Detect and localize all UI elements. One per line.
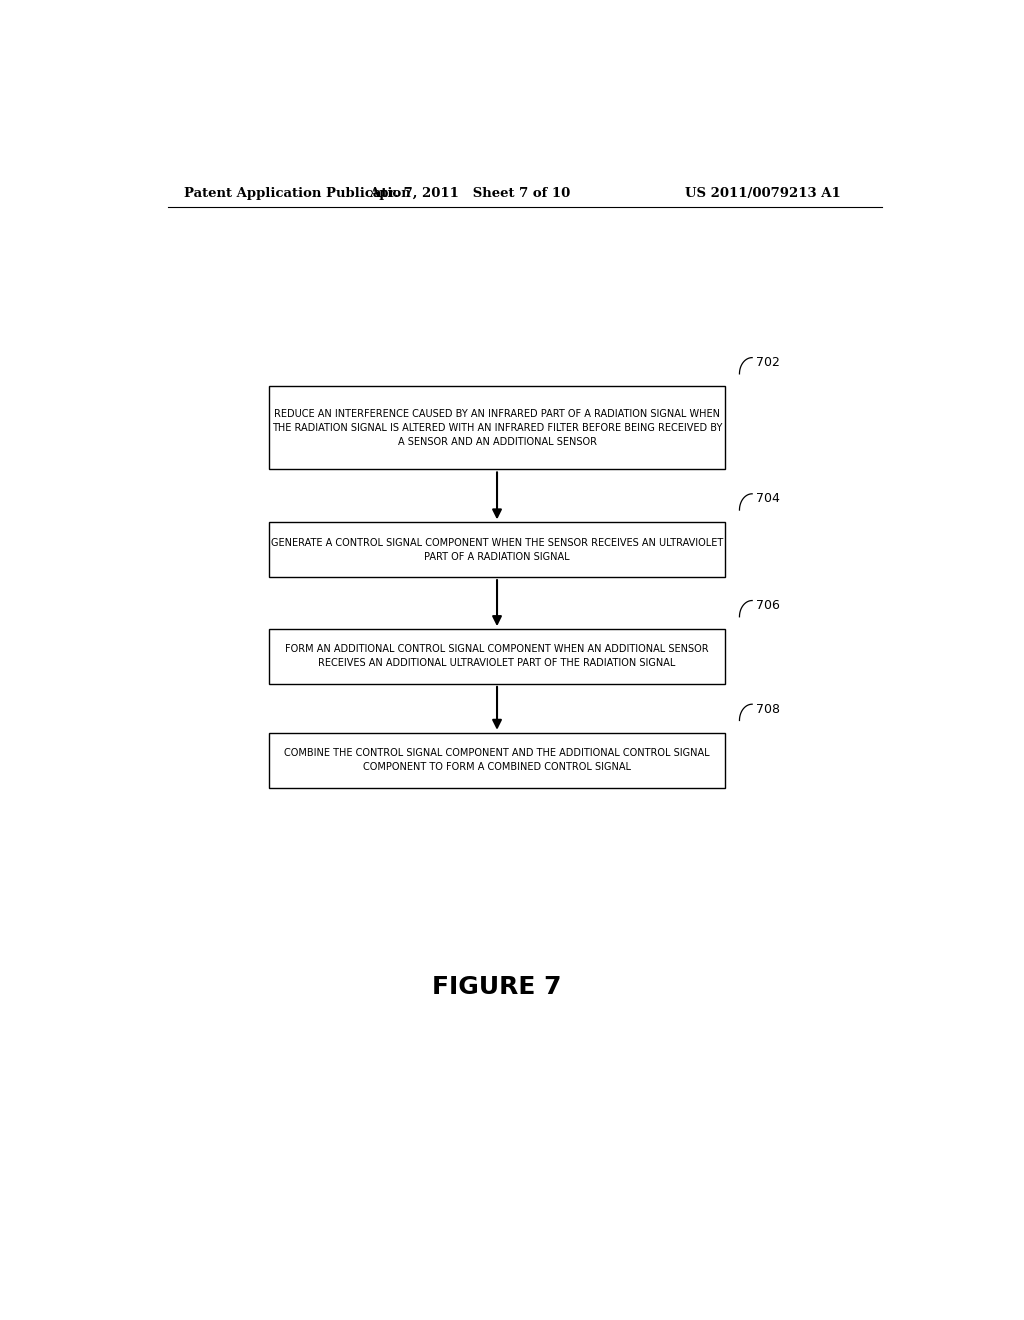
- FancyBboxPatch shape: [269, 385, 725, 470]
- Text: FORM AN ADDITIONAL CONTROL SIGNAL COMPONENT WHEN AN ADDITIONAL SENSOR
RECEIVES A: FORM AN ADDITIONAL CONTROL SIGNAL COMPON…: [286, 644, 709, 668]
- Text: COMBINE THE CONTROL SIGNAL COMPONENT AND THE ADDITIONAL CONTROL SIGNAL
COMPONENT: COMBINE THE CONTROL SIGNAL COMPONENT AND…: [285, 748, 710, 772]
- Text: GENERATE A CONTROL SIGNAL COMPONENT WHEN THE SENSOR RECEIVES AN ULTRAVIOLET
PART: GENERATE A CONTROL SIGNAL COMPONENT WHEN…: [271, 537, 723, 562]
- Text: 706: 706: [756, 599, 780, 612]
- FancyBboxPatch shape: [269, 733, 725, 788]
- Text: REDUCE AN INTERFERENCE CAUSED BY AN INFRARED PART OF A RADIATION SIGNAL WHEN
THE: REDUCE AN INTERFERENCE CAUSED BY AN INFR…: [271, 409, 722, 446]
- Text: 704: 704: [756, 492, 780, 506]
- FancyBboxPatch shape: [269, 523, 725, 577]
- Text: Apr. 7, 2011   Sheet 7 of 10: Apr. 7, 2011 Sheet 7 of 10: [369, 187, 570, 201]
- Text: 708: 708: [756, 702, 780, 715]
- FancyBboxPatch shape: [269, 630, 725, 684]
- Text: US 2011/0079213 A1: US 2011/0079213 A1: [685, 187, 841, 201]
- Text: Patent Application Publication: Patent Application Publication: [183, 187, 411, 201]
- Text: FIGURE 7: FIGURE 7: [432, 974, 562, 999]
- Text: 702: 702: [756, 356, 780, 370]
